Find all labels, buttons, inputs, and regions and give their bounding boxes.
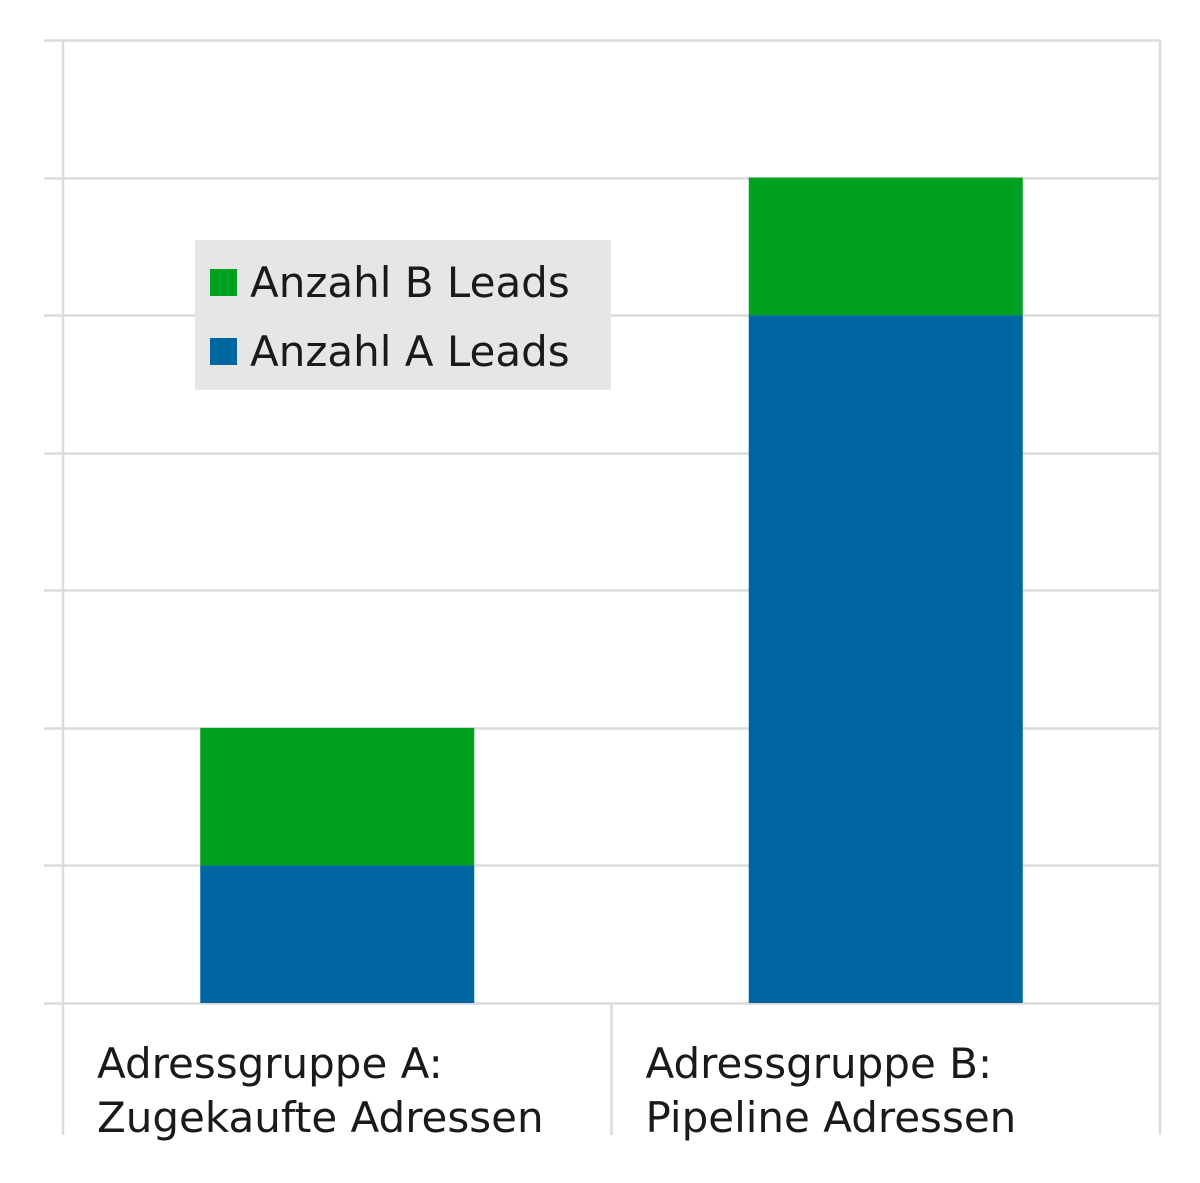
bar-segment-a-leads-1 bbox=[200, 865, 475, 1003]
bar-segment-b-leads-1 bbox=[200, 727, 475, 866]
category-label-1: Adressgruppe A: Zugekaufte Adressen bbox=[97, 1039, 544, 1142]
legend-box bbox=[195, 240, 611, 390]
category-label-2: Adressgruppe B: Pipeline Adressen bbox=[646, 1039, 1017, 1142]
legend-swatch-a-leads bbox=[210, 338, 237, 365]
bar-segment-a-leads-2 bbox=[748, 315, 1023, 1004]
legend: Anzahl B Leads Anzahl A Leads bbox=[195, 240, 611, 390]
legend-swatch-b-leads bbox=[210, 269, 237, 296]
bar-segment-b-leads-2 bbox=[748, 177, 1023, 316]
legend-label-b-leads: Anzahl B Leads bbox=[250, 258, 570, 307]
bars bbox=[200, 177, 1023, 1004]
axes bbox=[61, 40, 1162, 1135]
category-labels: Adressgruppe A: Zugekaufte Adressen Adress… bbox=[97, 1039, 1016, 1142]
legend-label-a-leads: Anzahl A Leads bbox=[250, 327, 570, 376]
